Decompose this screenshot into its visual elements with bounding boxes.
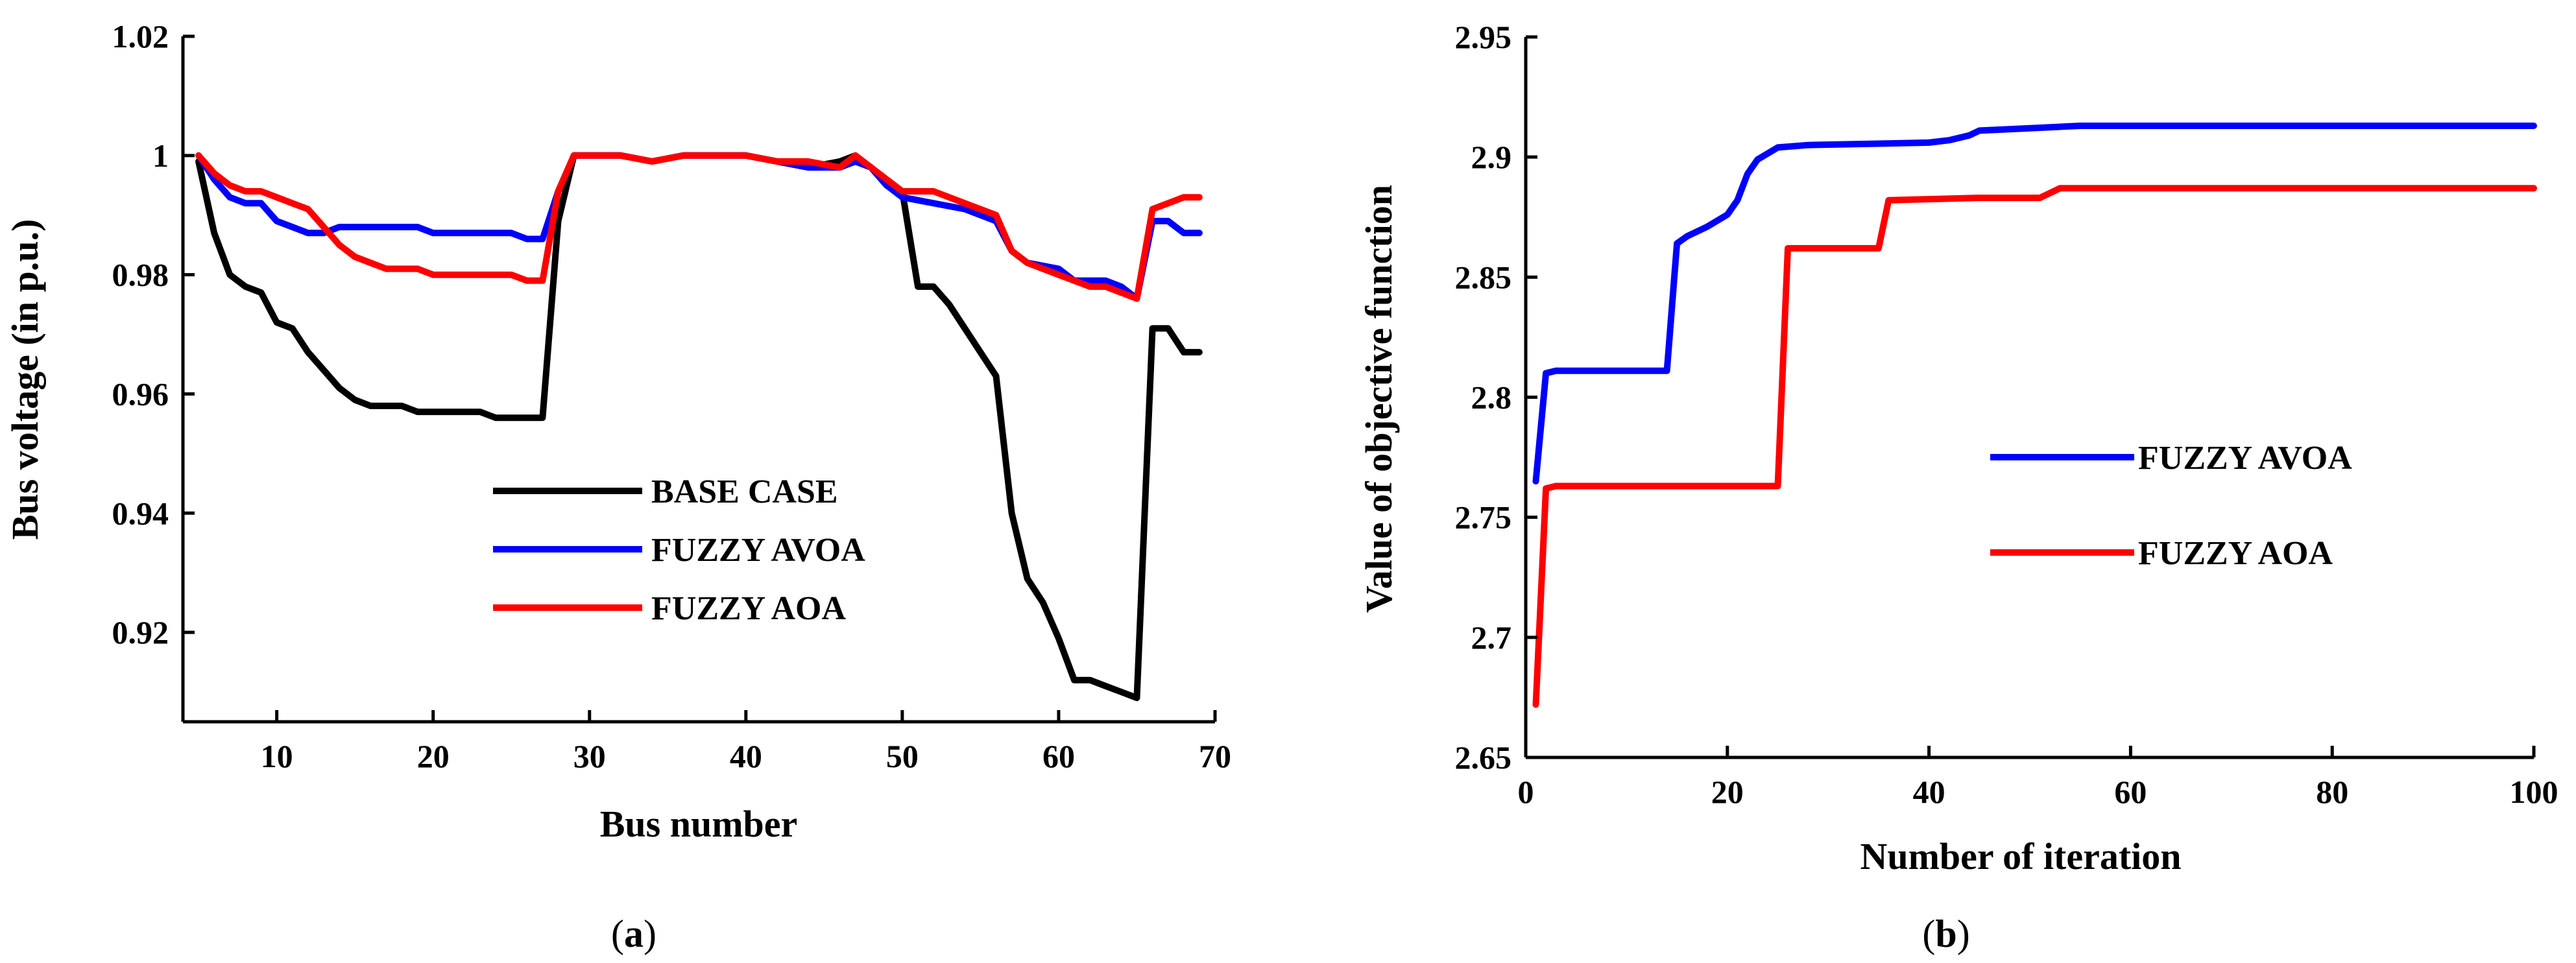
panel-b-legend-label-fuzzy-aoa: FUZZY AOA <box>2138 535 2333 572</box>
panel-b-y-tick-label: 2.9 <box>1471 139 1512 175</box>
panel-a-x-tick-label: 70 <box>1199 738 1231 774</box>
panel-a-caption-open: ( <box>611 912 624 955</box>
panel-b-series-layer <box>1532 123 2537 708</box>
panel-b-x-tick-label: 100 <box>2510 774 2558 810</box>
panel-b-caption: (b) <box>1922 912 1969 955</box>
panel-b-series-fuzzy-avoa <box>1532 123 2537 485</box>
panel-b-y-tick-label: 2.8 <box>1471 379 1512 416</box>
panel-b-ticks: 2.65 2.7 2.75 2.8 2.85 2.9 2.95 0 20 40 60 80 100 <box>1455 19 2558 810</box>
panel-b-y-axis-title: Value of objective function <box>1358 185 1400 613</box>
panel-a-y-tick-label: 1.02 <box>112 18 169 54</box>
panel-b-y-tick-label: 2.65 <box>1455 739 1512 776</box>
panel-a-x-tick-label: 60 <box>1042 738 1075 774</box>
panel-a-legend: BASE CASE FUZZY AVOA FUZZY AOA <box>493 473 865 627</box>
panel-b-x-tick-label: 40 <box>1913 774 1945 810</box>
panel-a-x-tick-label: 40 <box>730 738 762 774</box>
panel-a-y-tick-label: 0.92 <box>112 614 169 650</box>
panel-b-legend: FUZZY AVOA FUZZY AOA <box>1990 440 2352 572</box>
panel-b-y-tick-label: 2.85 <box>1455 259 1512 295</box>
panel-b-caption-letter: b <box>1935 912 1956 955</box>
panel-a-caption-letter: a <box>624 912 644 955</box>
panel-a-y-tick-label: 0.98 <box>112 257 169 293</box>
panel-a-caption: (a) <box>611 912 656 955</box>
panel-a-x-tick-label: 10 <box>261 738 293 774</box>
panel-b-x-tick-label: 20 <box>1711 774 1744 810</box>
panel-b-caption-close: ) <box>1957 912 1970 955</box>
panel-a-x-tick-label: 30 <box>573 738 606 774</box>
panel-b-x-tick-label: 0 <box>1518 774 1534 810</box>
panel-a-x-tick-label: 20 <box>417 738 450 774</box>
panel-a-series-fuzzy-aoa <box>195 152 1203 302</box>
panel-a-chart: 0.92 0.94 0.96 0.98 1 1.02 10 20 30 40 50 60 70 Bus … <box>4 18 1231 955</box>
panel-b-x-axis-title: Number of iteration <box>1860 835 2181 877</box>
panel-b-chart: 2.65 2.7 2.75 2.8 2.85 2.9 2.95 0 20 40 60 80 100 Nu… <box>1358 19 2558 955</box>
panel-a-legend-label-fuzzy-avoa: FUZZY AVOA <box>651 532 865 569</box>
panel-a-y-tick-label: 0.94 <box>112 495 169 531</box>
panel-b-legend-label-fuzzy-avoa: FUZZY AVOA <box>2138 440 2352 477</box>
panel-a-y-axis-title: Bus voltage (in p.u.) <box>4 219 46 540</box>
panel-a-x-axis-title: Bus number <box>600 803 798 845</box>
panel-b-series-fuzzy-aoa <box>1532 185 2537 708</box>
panel-b-caption-open: ( <box>1922 912 1935 955</box>
panel-a-ticks: 0.92 0.94 0.96 0.98 1 1.02 10 20 30 40 50 60 70 <box>112 18 1232 774</box>
panel-a-legend-label-fuzzy-aoa: FUZZY AOA <box>651 590 846 627</box>
panel-a-y-tick-label: 1 <box>152 137 169 174</box>
panel-b-y-tick-label: 2.7 <box>1471 619 1512 656</box>
panel-a-series-layer <box>195 152 1203 702</box>
panel-a-series-fuzzy-avoa <box>195 152 1203 302</box>
panel-b-x-tick-label: 60 <box>2114 774 2147 810</box>
panel-a-y-tick-label: 0.96 <box>112 375 169 412</box>
panel-b-y-tick-label: 2.95 <box>1455 19 1512 55</box>
panel-b-x-tick-label: 80 <box>2316 774 2348 810</box>
panel-b-y-tick-label: 2.75 <box>1455 499 1512 536</box>
panel-a-x-tick-label: 50 <box>886 738 919 774</box>
panel-a-legend-label-base-case: BASE CASE <box>651 473 838 510</box>
panel-a-caption-close: ) <box>644 912 656 955</box>
